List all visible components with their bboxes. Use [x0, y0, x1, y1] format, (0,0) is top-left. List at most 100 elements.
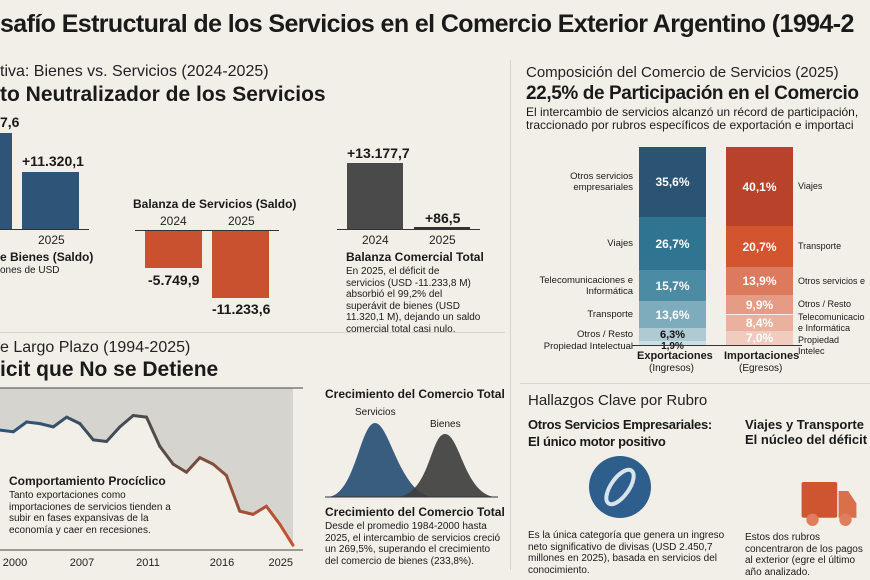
segment-exports: 1,9%	[639, 340, 706, 352]
divider	[510, 60, 511, 570]
segment-value: 26,7%	[655, 236, 690, 251]
line-segment	[278, 522, 295, 547]
bienes-label-2025: +11.320,1	[22, 153, 84, 169]
segment-imports: 13,9%	[726, 267, 793, 295]
segment-value: 13,6%	[655, 307, 690, 322]
line-segment	[224, 473, 242, 513]
baseline	[135, 230, 279, 231]
segment-value: 35,6%	[655, 175, 690, 190]
x-tick-label: 2007	[70, 557, 94, 569]
line-segment	[171, 462, 188, 474]
divider	[520, 383, 870, 384]
line-segment	[65, 415, 82, 426]
card2-title: Viajes y Transporte	[745, 417, 864, 432]
segment-category-label: Viajes	[798, 181, 823, 192]
segment-imports: 8,4%	[726, 314, 793, 332]
deficit-area	[0, 388, 293, 546]
segment-value: 20,7%	[742, 239, 777, 254]
line-segment	[251, 504, 268, 516]
x-tick-label: 2025	[269, 557, 293, 569]
servicios-bar-2024	[145, 230, 202, 268]
line-segment	[25, 420, 42, 426]
servicios-label-2024: -5.749,9	[148, 272, 200, 288]
composition-text-block: El intercambio de servicios alcanzó un r…	[526, 106, 864, 132]
servicios-label-2025: -11.233,6	[212, 301, 271, 317]
segment-value: 8,4%	[745, 315, 774, 330]
segment-category-label: Telecomunicaciones e Informática	[539, 274, 633, 297]
line-segment	[0, 428, 15, 434]
bienes-title: e Bienes (Saldo)	[0, 250, 94, 264]
year-label: 2024	[362, 233, 389, 247]
section-subtitle: e Largo Plazo (1994-2025)	[0, 339, 191, 356]
segment-value: 15,7%	[655, 278, 690, 293]
section-heading: icit que No se Detiene	[0, 358, 219, 381]
segment-value: 40,1%	[742, 179, 777, 194]
x-tick-label: 2000	[3, 557, 27, 569]
segment-category-label: Telecomunicacio e Informática	[798, 311, 865, 333]
exports-sublabel: (Ingresos)	[649, 363, 695, 374]
bienes-unit: ones de USD	[0, 265, 60, 276]
segment-category-label: Viajes	[607, 238, 633, 250]
line-segment	[51, 415, 69, 429]
bienes-label-2024: 7,6	[0, 114, 20, 130]
line-segment	[118, 414, 135, 429]
segment-value: 13,9%	[742, 274, 777, 289]
segment-value: 9,9%	[745, 297, 774, 312]
segment-exports: 6,3%	[639, 328, 706, 341]
composition-text: traccionado por rubros específicos de ex…	[526, 118, 854, 132]
card2-title: El núcleo del déficit	[745, 432, 868, 447]
segment-exports: 35,6%	[639, 147, 706, 218]
segment-category-label: Propiedad Intelectual	[543, 341, 633, 353]
segment-value: 7,0%	[745, 331, 774, 346]
bienes-bar-2025	[22, 172, 79, 229]
segment-category-label: Otros / Resto	[798, 299, 852, 310]
line-segment	[264, 504, 282, 526]
bienes-bar-2024	[0, 133, 12, 229]
line-segment	[38, 422, 55, 429]
line-segment	[11, 420, 29, 434]
segment-category-label: Transporte	[587, 309, 633, 321]
line-segment	[238, 509, 255, 516]
section-subtitle: Composición del Comercio de Servicios (2…	[526, 64, 839, 81]
segment-imports: 40,1%	[726, 147, 793, 227]
year-label: 2025	[38, 233, 65, 247]
growth-text: Desde el promedio 1984-2000 hasta 2025, …	[325, 521, 501, 567]
line-segment	[131, 414, 148, 419]
segment-exports: 26,7%	[639, 217, 706, 271]
segment-category-label: Propiedad Intelec	[798, 334, 840, 356]
segment-value: 6,3%	[659, 328, 686, 341]
segment-exports: 13,6%	[639, 301, 706, 329]
segment-value: 1,9%	[661, 340, 684, 352]
growth-title-2: Crecimiento del Comercio Total	[325, 505, 505, 519]
line-segment	[105, 425, 122, 443]
section-subtitle: tiva: Bienes vs. Servicios (2024-2025)	[0, 63, 269, 80]
segment-category-label: Otros servicios e	[798, 275, 866, 286]
baseline	[0, 229, 89, 230]
composition-text: El intercambio de servicios alcanzó un r…	[526, 105, 859, 119]
segment-imports: 9,9%	[726, 294, 793, 315]
line-segment	[184, 456, 202, 474]
divider	[0, 332, 505, 333]
truck-icon	[801, 482, 857, 526]
segment-exports: 15,7%	[639, 270, 706, 302]
segment-category-label: Otros servicios empresariales	[570, 171, 633, 194]
segment-imports: 20,7%	[726, 226, 793, 268]
card1-title: El único motor positivo	[528, 434, 666, 449]
card1-text: Es la única categoría que genera un ingr…	[528, 530, 725, 576]
line-segment	[145, 415, 162, 448]
total-title: Balanza Comercial Total	[346, 250, 484, 264]
bienes-label: Bienes	[430, 419, 461, 430]
total-label-2025: +86,5	[425, 210, 461, 226]
total-label-2024: +13.177,7	[347, 145, 410, 161]
imports-sublabel: (Egresos)	[739, 363, 783, 374]
segment-category-label: Transporte	[798, 241, 842, 252]
card2-title-block: Viajes y Transporte El núcleo del défici…	[745, 417, 868, 447]
x-tick-label: 2016	[210, 557, 234, 569]
year-label: 2024	[160, 214, 187, 228]
servicios-label: Servicios	[355, 407, 396, 418]
servicios-bar-2025	[212, 230, 269, 298]
growth-bell-chart	[325, 423, 498, 498]
findings-title: Hallazgos Clave por Rubro	[528, 392, 708, 409]
card1-title: Otros Servicios Empresariales:	[528, 417, 712, 432]
section-heading: to Neutralizador de los Servicios	[0, 83, 326, 106]
